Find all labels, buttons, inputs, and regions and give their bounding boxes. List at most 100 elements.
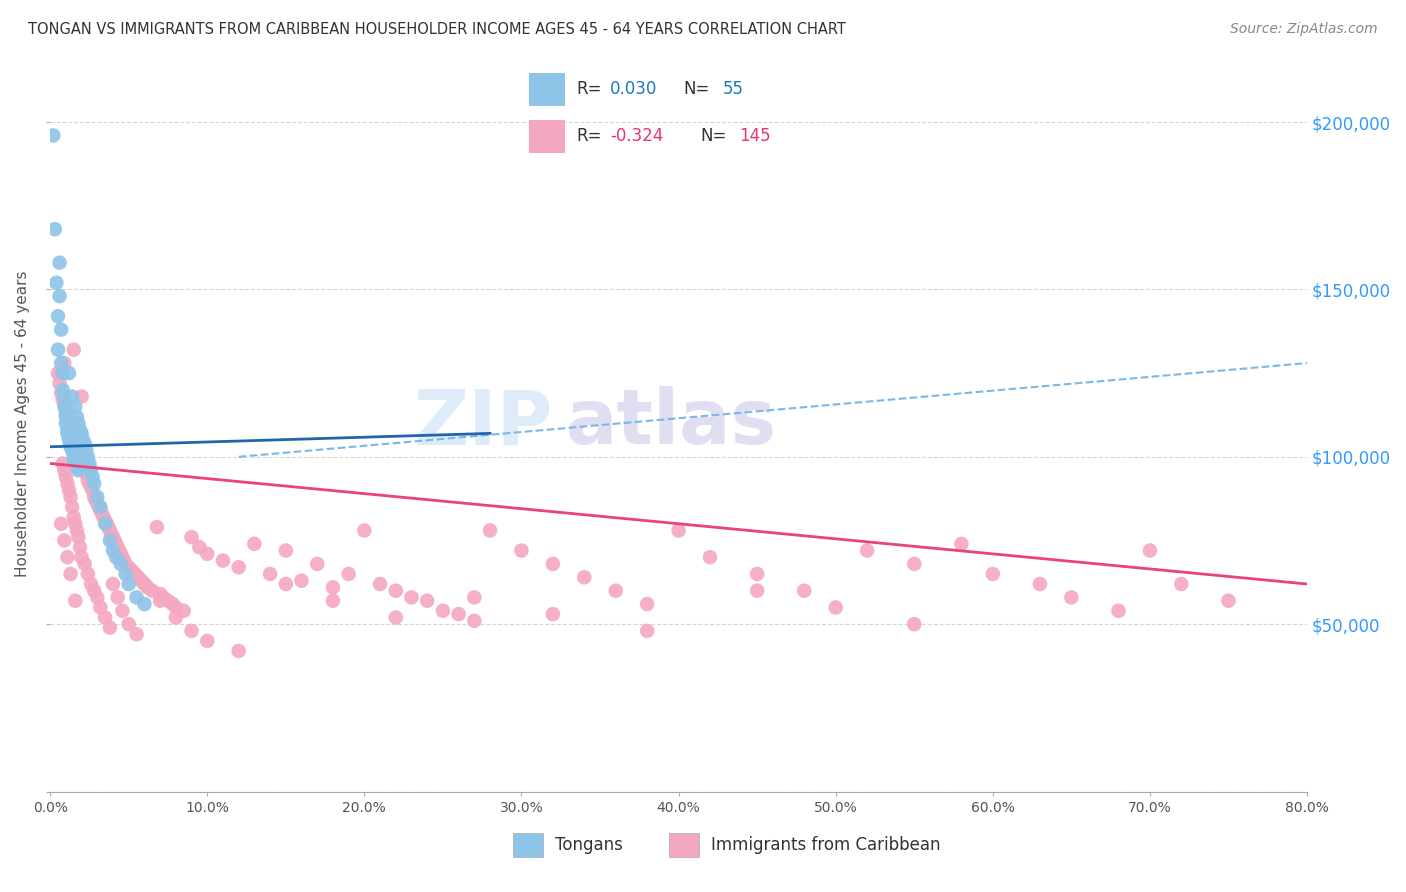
Point — [86, 591, 108, 605]
Point — [80, 577, 103, 591]
Point — [65, 516, 87, 531]
Point — [44, 222, 66, 236]
Point — [98, 620, 121, 634]
Point — [65, 433, 87, 447]
Point — [259, 566, 281, 581]
Point — [70, 390, 93, 404]
Point — [58, 433, 80, 447]
Point — [111, 604, 134, 618]
Point — [110, 557, 132, 571]
Text: N=: N= — [683, 80, 710, 98]
Point — [134, 577, 156, 591]
Point — [636, 597, 658, 611]
Text: R=: R= — [576, 80, 602, 98]
Point — [72, 433, 94, 447]
Bar — [529, 73, 565, 105]
Point — [60, 500, 83, 514]
Point — [83, 476, 105, 491]
Point — [56, 426, 79, 441]
Point — [100, 526, 122, 541]
Point — [65, 593, 87, 607]
Point — [114, 557, 136, 571]
Point — [541, 557, 564, 571]
Point — [67, 463, 90, 477]
Point — [228, 644, 250, 658]
Point — [121, 564, 143, 578]
Point — [1060, 591, 1083, 605]
Point — [156, 593, 179, 607]
Point — [165, 610, 187, 624]
Point — [76, 450, 98, 464]
Point — [188, 540, 211, 554]
Point — [70, 550, 93, 565]
Point — [824, 600, 846, 615]
Point — [70, 426, 93, 441]
Point — [416, 593, 439, 607]
Point — [84, 493, 107, 508]
Point — [479, 524, 502, 538]
Point — [152, 591, 174, 605]
Point — [384, 610, 406, 624]
Point — [134, 597, 156, 611]
Point — [134, 577, 156, 591]
Point — [105, 537, 128, 551]
Point — [55, 417, 77, 431]
Point — [149, 587, 172, 601]
Point — [49, 323, 72, 337]
Point — [58, 430, 80, 444]
Text: N=: N= — [700, 128, 727, 145]
Point — [228, 560, 250, 574]
Point — [136, 580, 159, 594]
Point — [52, 383, 75, 397]
Point — [605, 583, 627, 598]
Point — [49, 386, 72, 401]
Point — [80, 480, 103, 494]
Text: TONGAN VS IMMIGRANTS FROM CARIBBEAN HOUSEHOLDER INCOME AGES 45 - 64 YEARS CORREL: TONGAN VS IMMIGRANTS FROM CARIBBEAN HOUS… — [28, 22, 846, 37]
Point — [72, 457, 94, 471]
Point — [89, 503, 111, 517]
Point — [46, 343, 69, 357]
Point — [79, 476, 101, 491]
Point — [58, 483, 80, 498]
Point — [59, 440, 82, 454]
Point — [903, 557, 925, 571]
Point — [129, 574, 152, 588]
Point — [53, 356, 76, 370]
Point — [53, 533, 76, 548]
Point — [180, 624, 202, 638]
Point — [55, 409, 77, 424]
Y-axis label: Householder Income Ages 45 - 64 years: Householder Income Ages 45 - 64 years — [15, 270, 30, 576]
Point — [432, 604, 454, 618]
Point — [793, 583, 815, 598]
Text: 0.030: 0.030 — [610, 80, 658, 98]
Point — [1029, 577, 1052, 591]
Point — [1108, 604, 1130, 618]
Point — [83, 583, 105, 598]
Point — [510, 543, 533, 558]
Point — [80, 463, 103, 477]
Point — [60, 390, 83, 404]
Text: -0.324: -0.324 — [610, 128, 664, 145]
Point — [46, 310, 69, 324]
Point — [62, 510, 84, 524]
Point — [52, 392, 75, 407]
Point — [66, 524, 89, 538]
Bar — [669, 833, 699, 857]
Point — [141, 583, 163, 598]
Point — [96, 516, 118, 531]
Point — [118, 577, 141, 591]
Point — [66, 459, 89, 474]
Point — [59, 566, 82, 581]
Point — [165, 600, 187, 615]
Point — [950, 537, 973, 551]
Point — [82, 470, 104, 484]
Point — [101, 577, 124, 591]
Point — [76, 566, 98, 581]
Point — [98, 533, 121, 548]
Bar — [529, 120, 565, 153]
Point — [89, 600, 111, 615]
Point — [108, 543, 131, 558]
Point — [52, 366, 75, 380]
Point — [58, 413, 80, 427]
Point — [149, 593, 172, 607]
